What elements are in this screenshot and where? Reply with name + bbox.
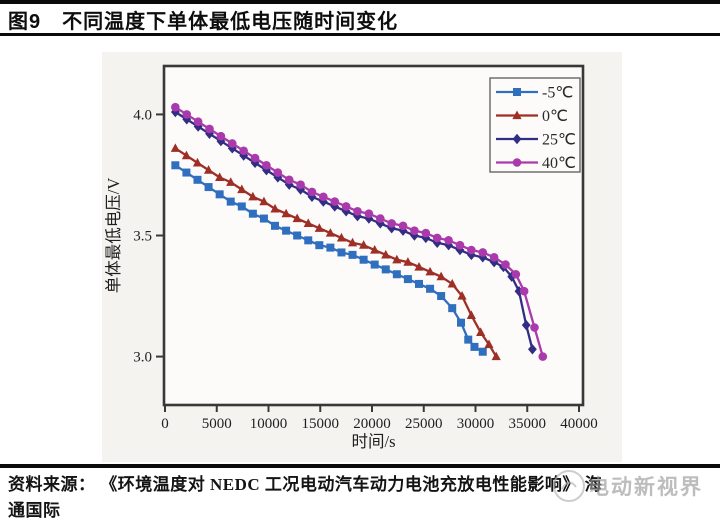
source-line-2: 通国际 <box>8 501 61 520</box>
series--5℃ <box>171 161 487 356</box>
legend-item--5℃ <box>496 88 538 96</box>
chart-text: 3.5 <box>133 229 152 245</box>
chart-text: 0℃ <box>542 108 568 125</box>
chart-text: 30000 <box>457 416 495 432</box>
chart-text: -5℃ <box>542 85 573 102</box>
title-underline-rule <box>0 33 720 36</box>
legend-box <box>489 77 581 173</box>
chart-text: 0 <box>161 416 169 432</box>
chart-panel: 0 5000 10000 15000 20000 25000 30000 35000 40000… <box>102 52 622 462</box>
legend-item-0℃ <box>496 110 538 120</box>
chart-text: 35000 <box>509 416 547 432</box>
source-line-1: 资料来源： 《环境温度对 NEDC 工况电动汽车动力电池充放电性能影响》 海 <box>8 475 603 494</box>
legend-item-40℃ <box>496 158 538 167</box>
series-40℃ <box>171 102 548 361</box>
chart-text: 40℃ <box>542 155 576 172</box>
chart-text: 时间/s <box>351 432 395 451</box>
bottom-rule <box>0 464 720 468</box>
legend-item-25℃ <box>496 133 538 145</box>
chart-text: 3.0 <box>133 350 152 366</box>
chart-text: 15000 <box>302 416 340 432</box>
chart-text: 10000 <box>250 416 288 432</box>
chart-text: 40000 <box>560 416 598 432</box>
chart-text: 25℃ <box>542 132 576 149</box>
source-citation: 资料来源： 《环境温度对 NEDC 工况电动汽车动力电池充放电性能影响》 海 通… <box>8 472 714 524</box>
top-rule <box>0 0 720 4</box>
voltage-time-line-chart: 0 5000 10000 15000 20000 25000 30000 35000 40000… <box>104 64 598 451</box>
series-0℃ <box>170 143 501 361</box>
chart-text: 5000 <box>202 416 232 432</box>
chart-text: 20000 <box>353 416 391 432</box>
chart-text: 25000 <box>405 416 443 432</box>
figure-title: 图9 不同温度下单体最低电压随时间变化 <box>8 11 399 33</box>
chart-text: 4.0 <box>133 107 152 123</box>
chart-text: 单体最低电压/V <box>104 178 123 294</box>
